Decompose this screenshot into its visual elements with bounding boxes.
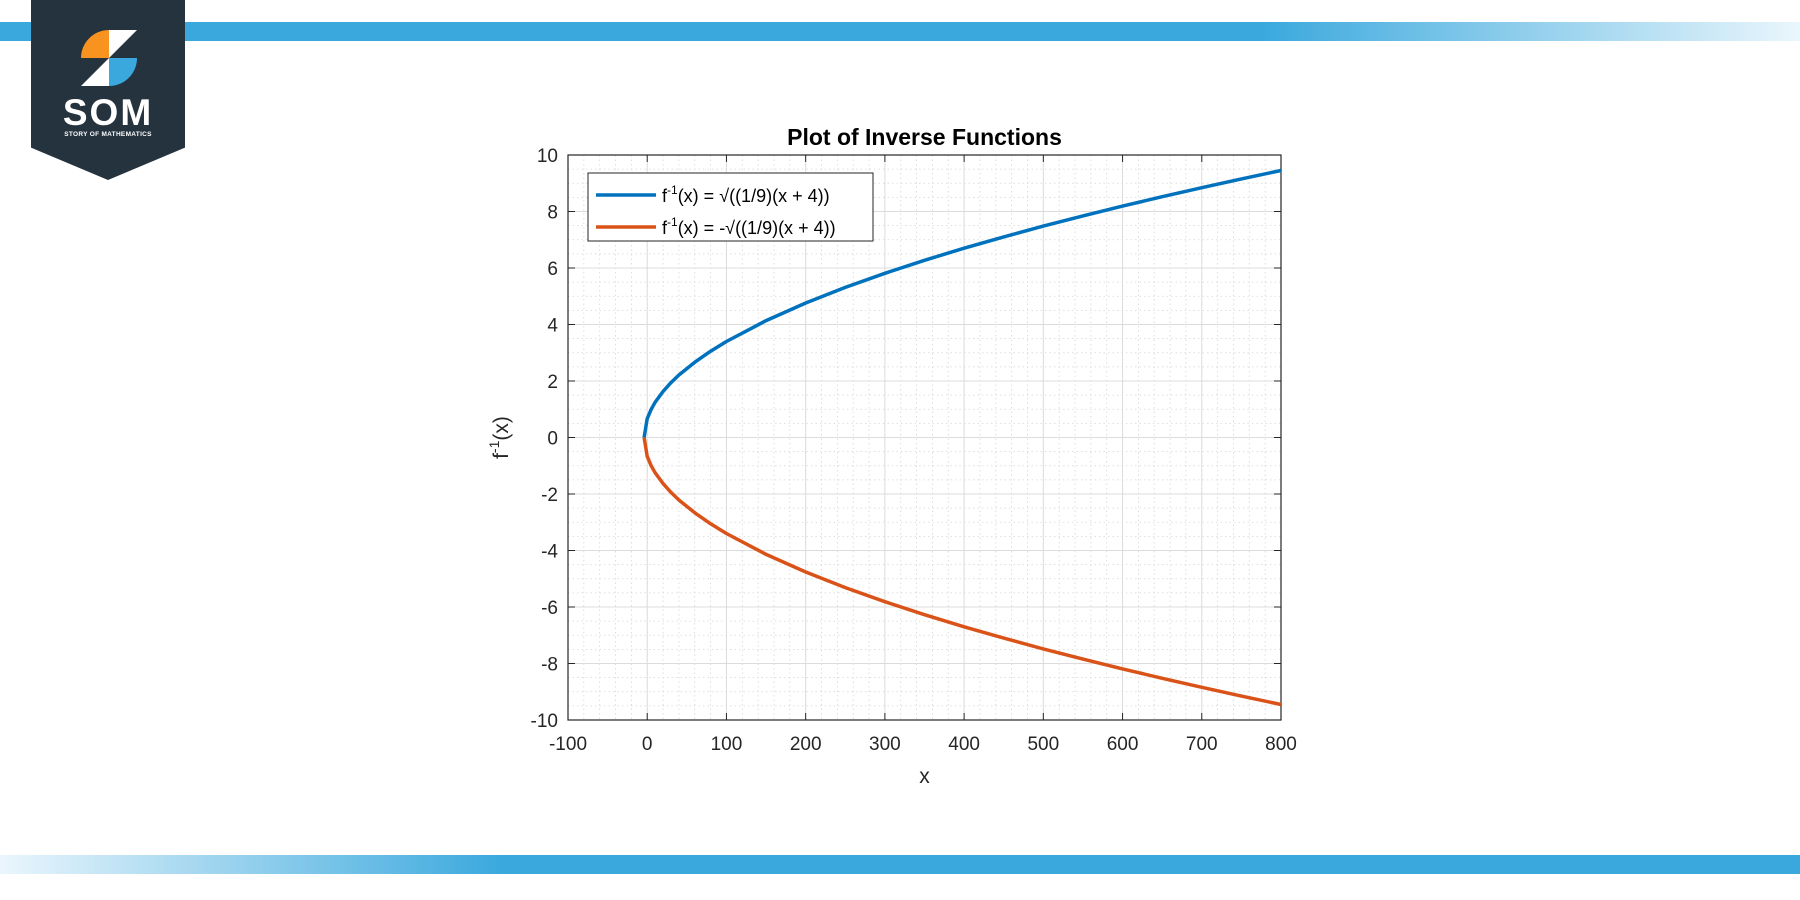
legend-entry-2-rest: (x) = -√((1/9)(x + 4)) <box>678 218 836 238</box>
chart-title: Plot of Inverse Functions <box>787 124 1062 150</box>
series-lines <box>642 168 1282 707</box>
legend-box <box>587 172 874 242</box>
y-axis-title-rest: (x) <box>490 416 513 441</box>
legend-entry-1-rest: (x) = √((1/9)(x + 4)) <box>678 186 830 206</box>
legend-entry-1-sup: -1 <box>667 183 678 197</box>
legend: f-1(x) = √((1/9)(x + 4)) f-1(x) = -√((1/… <box>587 172 874 242</box>
y-axis-title-base: f <box>490 453 513 459</box>
series-line-2 <box>642 437 1282 707</box>
y-tick-label: 2 <box>547 372 558 393</box>
bottom-accent-stripe <box>0 855 1800 874</box>
y-axis-title-sup: -1 <box>486 440 502 453</box>
x-tick-label: 300 <box>869 734 901 755</box>
y-tick-label: 6 <box>547 259 558 280</box>
y-tick-label: -2 <box>541 485 558 506</box>
y-tick-label: -6 <box>541 598 558 619</box>
y-tick-label: 0 <box>547 429 558 450</box>
logo-mark-icon <box>81 30 137 86</box>
x-tick-label: 400 <box>948 734 980 755</box>
logo-text: SOM <box>62 92 154 133</box>
x-tick-label: 0 <box>642 734 653 755</box>
legend-entry-series-1: f-1(x) = √((1/9)(x + 4)) <box>662 183 830 206</box>
top-accent-stripe <box>0 22 1800 41</box>
y-tick-label: 4 <box>547 316 558 337</box>
x-tick-label: 200 <box>790 734 822 755</box>
y-axis-title: f-1(x) <box>486 416 513 459</box>
logo-subtitle: STORY OF MATHEMATICS <box>64 131 152 138</box>
x-tick-label: -100 <box>549 734 587 755</box>
y-tick-label: -8 <box>541 655 558 676</box>
x-tick-label: 700 <box>1186 734 1218 755</box>
legend-entry-1-base: f <box>662 186 668 206</box>
axis-ticks <box>567 154 1282 721</box>
y-tick-label: 10 <box>537 146 558 167</box>
tick-labels: -100 0 100 200 300 400 500 600 700 800-10-8-6-4-2… <box>531 146 1297 755</box>
x-tick-label: 800 <box>1265 734 1297 755</box>
y-tick-label: -4 <box>541 542 558 563</box>
x-tick-label: 600 <box>1107 734 1139 755</box>
x-axis-title: x <box>919 765 930 788</box>
legend-entry-2-base: f <box>662 218 668 238</box>
legend-entry-2-sup: -1 <box>667 215 678 229</box>
y-tick-label: 8 <box>547 203 558 224</box>
x-tick-label: 100 <box>711 734 743 755</box>
y-tick-label: -10 <box>531 711 558 732</box>
series-line-1 <box>642 168 1282 438</box>
legend-entry-series-2: f-1(x) = -√((1/9)(x + 4)) <box>662 215 836 238</box>
som-logo: SOM STORY OF MATHEMATICS <box>31 0 185 180</box>
x-tick-label: 500 <box>1027 734 1059 755</box>
